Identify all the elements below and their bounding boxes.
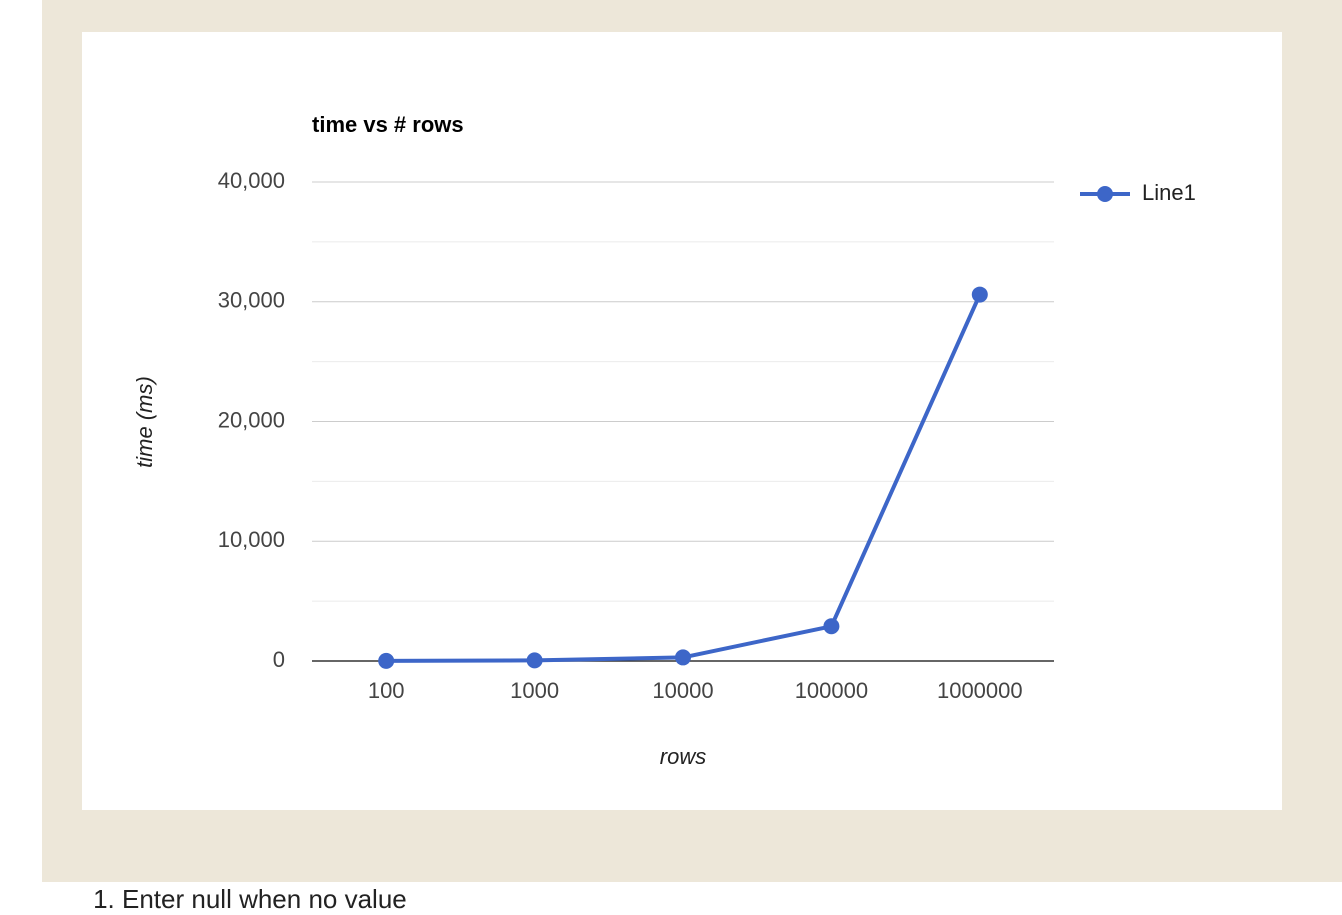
point — [971, 286, 988, 303]
y-tick-label: 0 — [273, 647, 285, 672]
x-tick-label: 100 — [368, 678, 405, 703]
point — [526, 652, 543, 669]
y-tick-label: 20,000 — [218, 407, 285, 432]
x-tick-label: 10000 — [652, 678, 713, 703]
x-tick-label: 1000000 — [937, 678, 1023, 703]
point — [378, 652, 395, 669]
chart-title: time vs # rows — [312, 112, 464, 137]
line — [386, 293, 982, 663]
point — [823, 618, 840, 635]
point — [675, 649, 691, 666]
y-tick-label: 40,000 — [218, 168, 285, 193]
note: Enter null when no value — [122, 884, 407, 915]
y-tick-label: 30,000 — [218, 288, 285, 313]
legend-label: Line1 — [1142, 180, 1196, 205]
x-tick-label: 100000 — [795, 678, 868, 703]
chart: time vs # rows rows time (ms) 0 10,000 20,… — [132, 112, 1196, 769]
y-axis-label: time (ms) — [132, 376, 157, 468]
legend-marker — [1097, 186, 1113, 202]
x-axis-label: rows — [660, 744, 706, 769]
notes: Enter null when no value — [82, 884, 407, 915]
x-tick-label: 1000 — [510, 678, 559, 703]
y-tick-label: 10,000 — [218, 527, 285, 552]
